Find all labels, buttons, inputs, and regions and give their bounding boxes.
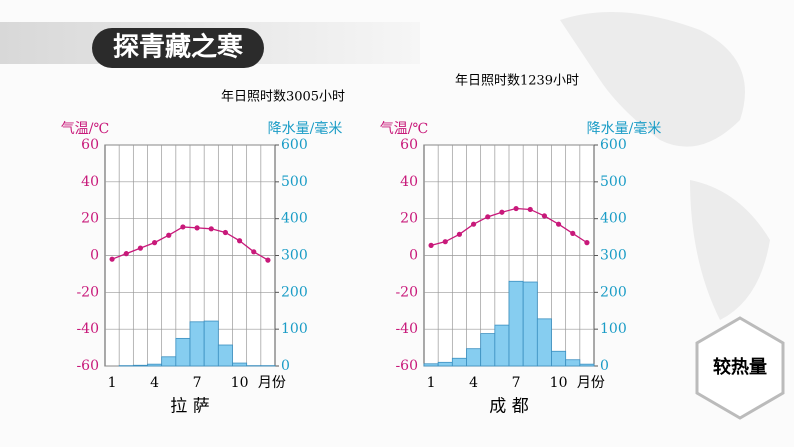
temp-point bbox=[265, 257, 271, 263]
y2-tick-label: 600 bbox=[281, 137, 308, 153]
y-tick-label: -60 bbox=[395, 358, 418, 374]
y-tick-label: -60 bbox=[76, 358, 99, 374]
precip-bar bbox=[466, 348, 482, 367]
y2-tick-label: 400 bbox=[600, 211, 627, 227]
temp-point bbox=[470, 221, 477, 227]
y2-axis-label: 降水量/毫米 bbox=[268, 120, 343, 137]
y-tick-label: -20 bbox=[76, 284, 99, 300]
temp-point bbox=[570, 230, 576, 236]
y-tick-label: 60 bbox=[81, 137, 99, 153]
temp-point bbox=[428, 242, 434, 248]
precip-bar bbox=[551, 350, 567, 367]
temp-point bbox=[137, 245, 144, 251]
precip-bar bbox=[147, 363, 163, 367]
precip-bar bbox=[161, 356, 177, 367]
y2-tick-label: 400 bbox=[281, 211, 308, 227]
precip-bar bbox=[565, 359, 581, 367]
temp-point bbox=[180, 224, 186, 230]
y-tick-label: 40 bbox=[400, 174, 418, 190]
y-tick-label: 0 bbox=[90, 248, 99, 264]
map-shape bbox=[560, 12, 770, 320]
temp-point bbox=[541, 213, 548, 219]
precip-bar bbox=[579, 363, 595, 367]
precip-bar bbox=[203, 320, 219, 367]
annotation: 年日照时数1239小时 bbox=[455, 74, 579, 89]
temp-point bbox=[109, 256, 115, 262]
y2-axis-label: 降水量/毫米 bbox=[587, 120, 662, 137]
x-tick-label: 10 bbox=[231, 375, 249, 391]
x-axis-label: 月份 bbox=[258, 375, 286, 391]
precip-bar bbox=[189, 321, 205, 367]
precip-bar bbox=[508, 280, 524, 367]
y-tick-label: -40 bbox=[395, 321, 418, 337]
y-tick-label: -40 bbox=[76, 321, 99, 337]
precip-bar bbox=[217, 344, 233, 367]
y2-tick-label: 200 bbox=[600, 284, 627, 300]
precip-bar bbox=[480, 333, 496, 367]
y2-tick-label: 500 bbox=[281, 174, 308, 190]
temp-point bbox=[584, 240, 590, 246]
y2-tick-label: 300 bbox=[600, 248, 627, 264]
y-tick-label: 0 bbox=[409, 248, 418, 264]
x-tick-label: 10 bbox=[550, 375, 568, 391]
precip-bar bbox=[536, 318, 552, 367]
y2-tick-label: 0 bbox=[281, 358, 290, 374]
y-tick-label: 20 bbox=[400, 211, 418, 227]
y-tick-label: 20 bbox=[81, 211, 99, 227]
button-label[interactable]: 较热量 bbox=[713, 356, 767, 378]
temp-point bbox=[485, 214, 491, 220]
temp-point bbox=[222, 229, 229, 236]
temp-point bbox=[513, 205, 519, 212]
precip-bar bbox=[437, 361, 453, 367]
y2-tick-label: 200 bbox=[281, 284, 308, 300]
x-tick-label: 1 bbox=[427, 375, 436, 391]
chart-title: 成 都 bbox=[489, 397, 528, 417]
temp-point bbox=[123, 251, 129, 257]
temp-point bbox=[194, 225, 200, 231]
temp-point bbox=[251, 249, 257, 255]
x-tick-label: 4 bbox=[150, 375, 159, 391]
temp-point bbox=[499, 209, 505, 215]
x-tick-label: 7 bbox=[193, 375, 202, 391]
precip-bar bbox=[494, 324, 510, 367]
y-tick-label: 40 bbox=[81, 174, 99, 190]
precip-bar bbox=[175, 337, 191, 367]
y-axis-label: 气温/℃ bbox=[61, 121, 109, 137]
y-axis-label: 气温/℃ bbox=[380, 121, 428, 137]
y2-tick-label: 600 bbox=[600, 137, 627, 153]
temp-point bbox=[555, 221, 562, 227]
hexagon-button[interactable] bbox=[695, 316, 785, 420]
x-tick-label: 1 bbox=[108, 375, 117, 391]
annotation: 年日照时数3005小时 bbox=[221, 90, 345, 105]
slide-title: 探青藏之寒 bbox=[113, 32, 243, 63]
y2-tick-label: 500 bbox=[600, 174, 627, 190]
y-tick-label: -20 bbox=[395, 284, 418, 300]
precip-bar bbox=[423, 363, 439, 367]
temp-point bbox=[166, 232, 172, 238]
y2-tick-label: 100 bbox=[600, 321, 627, 337]
title-pill bbox=[92, 28, 264, 68]
y2-tick-label: 300 bbox=[281, 248, 308, 264]
temp-point bbox=[527, 206, 533, 213]
temp-point bbox=[456, 231, 463, 237]
x-tick-label: 7 bbox=[512, 375, 521, 391]
y2-tick-label: 100 bbox=[281, 321, 308, 337]
temp-point bbox=[442, 239, 448, 245]
chart-title: 拉 萨 bbox=[170, 397, 209, 417]
precip-bar bbox=[132, 364, 148, 367]
precip-bar bbox=[451, 357, 467, 367]
temp-point bbox=[236, 238, 243, 244]
x-tick-label: 4 bbox=[469, 375, 478, 391]
y2-tick-label: 0 bbox=[600, 358, 609, 374]
x-axis-label: 月份 bbox=[577, 375, 605, 391]
temp-point bbox=[151, 240, 158, 246]
temp-line bbox=[430, 207, 588, 246]
precip-bar bbox=[522, 281, 538, 367]
precip-bar bbox=[232, 362, 248, 367]
y-tick-label: 60 bbox=[400, 137, 418, 153]
temp-point bbox=[208, 226, 214, 232]
